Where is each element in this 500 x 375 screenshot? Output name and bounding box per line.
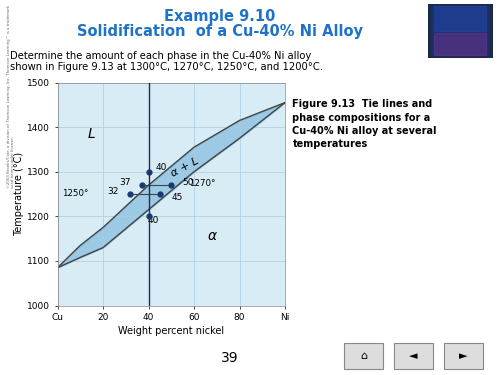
Text: L: L — [88, 127, 96, 141]
Text: ►: ► — [459, 351, 468, 361]
Text: shown in Figure 9.13 at 1300°C, 1270°C, 1250°C, and 1200°C.: shown in Figure 9.13 at 1300°C, 1270°C, … — [10, 62, 323, 72]
Text: 1250°: 1250° — [62, 189, 88, 198]
Bar — [434, 33, 486, 56]
FancyBboxPatch shape — [344, 343, 383, 369]
Text: α + L: α + L — [170, 156, 200, 179]
Text: 40: 40 — [148, 216, 158, 225]
Text: Figure 9.13  Tie lines and
phase compositions for a
Cu-40% Ni alloy at several
t: Figure 9.13 Tie lines and phase composit… — [292, 99, 437, 149]
X-axis label: Weight percent nickel: Weight percent nickel — [118, 326, 224, 336]
Text: 39: 39 — [221, 351, 239, 365]
Text: Determine the amount of each phase in the Cu-40% Ni alloy: Determine the amount of each phase in th… — [10, 51, 311, 61]
FancyBboxPatch shape — [394, 343, 433, 369]
Text: 1270°: 1270° — [190, 179, 216, 188]
Text: Solidification  of a Cu-40% Ni Alloy: Solidification of a Cu-40% Ni Alloy — [77, 24, 363, 39]
Text: ⌂: ⌂ — [360, 351, 367, 361]
Text: 40: 40 — [156, 163, 166, 172]
FancyBboxPatch shape — [444, 343, 483, 369]
Bar — [434, 6, 486, 31]
Y-axis label: Temperature (°C): Temperature (°C) — [14, 152, 24, 236]
Text: 50: 50 — [182, 178, 194, 188]
Text: ©2003 Brooks/Cole, a division of Thomson Learning, Inc. Thomson Learning™ is a t: ©2003 Brooks/Cole, a division of Thomson… — [6, 4, 16, 188]
Text: 37: 37 — [119, 177, 130, 186]
Text: α: α — [208, 230, 217, 243]
Text: Example 9.10: Example 9.10 — [164, 9, 276, 24]
Text: ◄: ◄ — [409, 351, 418, 361]
Text: 32: 32 — [108, 188, 119, 196]
Text: 45: 45 — [172, 193, 182, 202]
